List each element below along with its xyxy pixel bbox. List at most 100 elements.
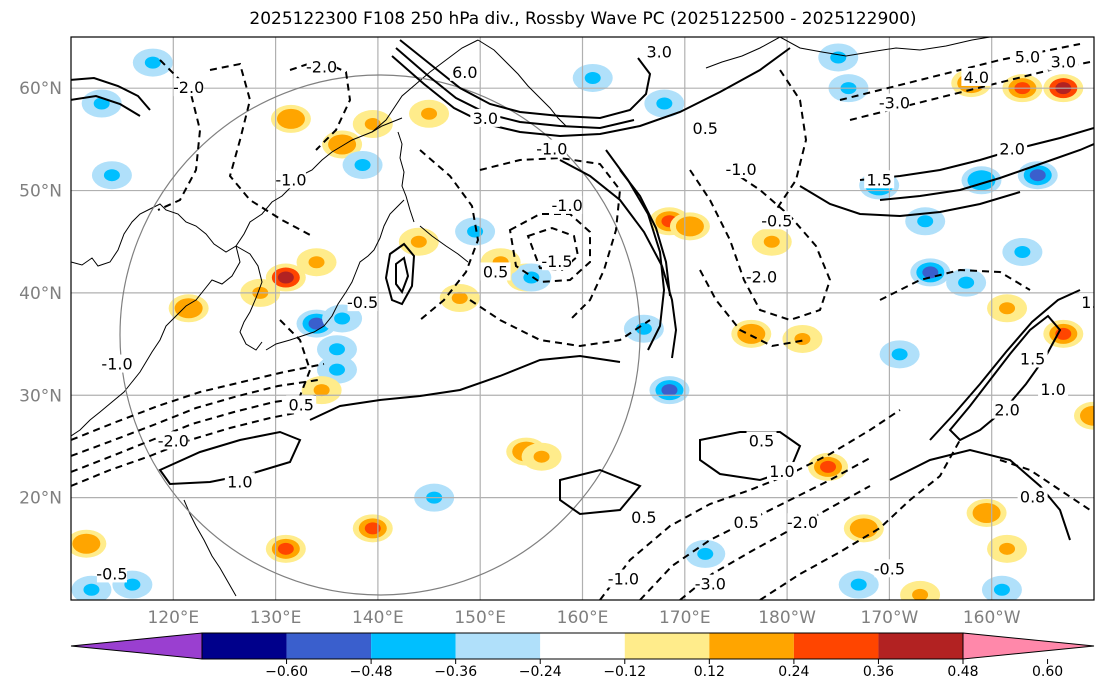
- contour-label-bg: [306, 57, 337, 76]
- contour-label-bg: [224, 472, 255, 491]
- shading-patch-core: [313, 384, 330, 397]
- contour-label: -1.0: [275, 170, 306, 189]
- contour-label-bg: [761, 211, 792, 230]
- shading-patch-core: [334, 138, 351, 151]
- contour-label: -2.0: [158, 431, 189, 450]
- shading-patch-core: [103, 169, 120, 182]
- contour-solid: [395, 47, 635, 130]
- contour-dashed: [279, 319, 312, 397]
- colorbar-segment: [286, 633, 372, 659]
- contour-label-bg: [449, 62, 480, 81]
- contour-label: 2.0: [994, 401, 1019, 420]
- shading-patch-core: [83, 583, 100, 596]
- contour-solid: [309, 354, 621, 421]
- contour-label-bg: [552, 195, 583, 214]
- chart-title: 2025122300 F108 250 hPa div., Rossby Wav…: [249, 9, 916, 29]
- colorbar-extend-low: [70, 632, 203, 660]
- coastline-aleutians: [705, 37, 781, 69]
- x-tick-label: 120°E: [147, 608, 199, 628]
- x-tick-label: 170°W: [861, 608, 919, 628]
- contour-label-bg: [536, 139, 567, 158]
- coastlines: [71, 37, 991, 597]
- contour-label: 1.5: [866, 170, 891, 189]
- coastline-sakhalin: [397, 131, 415, 223]
- contour-label-bg: [541, 252, 572, 271]
- contour-label-bg: [275, 170, 306, 189]
- colorbar-tick-label: −0.12: [603, 664, 646, 680]
- contour-label: -3.0: [879, 94, 910, 113]
- shading-patch-core: [958, 276, 975, 289]
- contour-labels: 6.0 3.0 3.0 5.0 4.0 3.0 -3.0 -2.0 -2.0 -1.0 -1.0 -1…: [96, 42, 1105, 594]
- contour-label-bg: [1038, 380, 1069, 399]
- colorbar-tick-label: −0.36: [434, 664, 477, 680]
- x-axis-ticks: 120°E 130°E 140°E 150°E 160°E 170°E 180°W 170°W…: [147, 608, 1020, 628]
- contour-label-bg: [1017, 487, 1048, 506]
- contour-label-bg: [1012, 47, 1043, 66]
- colorbar-tick-label: 0.24: [778, 664, 809, 680]
- contour-dashed: [689, 169, 832, 322]
- contour-label: 1.0: [1081, 293, 1105, 312]
- shading-patch-core: [277, 271, 294, 284]
- contour-label: -0.5: [347, 293, 378, 312]
- coastline-korean-peninsula: [235, 245, 263, 351]
- contour-label: 0.5: [483, 262, 508, 281]
- shading-patch-core: [763, 235, 780, 248]
- contour-solid: [391, 47, 791, 138]
- x-tick-label: 140°E: [352, 608, 404, 628]
- contours: [71, 39, 1094, 541]
- contour-label: 3.0: [646, 42, 671, 61]
- coastline-kuril: [419, 225, 469, 263]
- contour-solid: [929, 289, 1081, 441]
- contour-label: 1.0: [769, 462, 794, 481]
- contour-label-bg: [96, 564, 127, 583]
- shading-patch-core: [533, 450, 550, 463]
- shading-patch-core: [584, 71, 601, 84]
- contour-solid: [605, 149, 666, 351]
- contour-label: 1.5: [1020, 349, 1045, 368]
- contour-label: -0.5: [874, 559, 905, 578]
- x-tick-label: 150°E: [454, 608, 506, 628]
- shading-patch-core: [891, 348, 908, 361]
- colorbar-tick-label: 0.12: [694, 664, 725, 680]
- contour-dashed: [879, 268, 1031, 301]
- contour-solid: [559, 468, 642, 516]
- contour-label: -1.0: [101, 355, 132, 374]
- contour-dashed: [71, 379, 319, 457]
- coastline-korea-china: [71, 245, 241, 437]
- contour-label-bg: [347, 293, 378, 312]
- shading-patch-core: [999, 542, 1016, 555]
- shading-patch-core: [1029, 169, 1046, 182]
- colorbar-segment: [371, 633, 456, 659]
- contour-label: -3.0: [695, 575, 726, 594]
- contour-label: 4.0: [964, 68, 989, 87]
- contour-label-bg: [644, 42, 675, 61]
- contour-label-bg: [695, 574, 726, 593]
- contour-label: -2.0: [306, 58, 337, 77]
- contour-label-bg: [286, 395, 317, 414]
- x-tick-label: 160°E: [557, 608, 609, 628]
- colorbar-segment: [202, 633, 287, 659]
- contour-solid: [395, 256, 410, 295]
- contour-label-bg: [690, 119, 721, 138]
- contour-label-bg: [787, 513, 818, 532]
- coastline-okhotsk: [371, 39, 479, 133]
- shading-patch-core: [1086, 409, 1094, 422]
- shading-patch-core: [410, 235, 427, 248]
- y-tick-label: 40°N: [19, 284, 62, 304]
- shading-patch-core: [743, 327, 760, 340]
- colorbar-frame: [201, 632, 964, 660]
- contour-dashed: [479, 156, 622, 321]
- contour-label-bg: [864, 170, 895, 189]
- colorbar-extend-high: [962, 632, 1095, 660]
- shading-patch-core: [277, 542, 294, 555]
- shading-patch-core: [364, 118, 381, 131]
- y-axis-ticks: 20°N 30°N 40°N 50°N 60°N: [19, 79, 62, 508]
- contour-dashed: [71, 363, 325, 441]
- contour-label: 2.0: [999, 140, 1024, 159]
- colorbar-tick-label: 0.60: [1032, 664, 1063, 680]
- contour-label-bg: [726, 160, 757, 179]
- shading-patch-core: [993, 583, 1010, 596]
- contour-label: 0.5: [631, 508, 656, 527]
- contour-dashed: [469, 299, 651, 348]
- contour-label-bg: [766, 462, 797, 481]
